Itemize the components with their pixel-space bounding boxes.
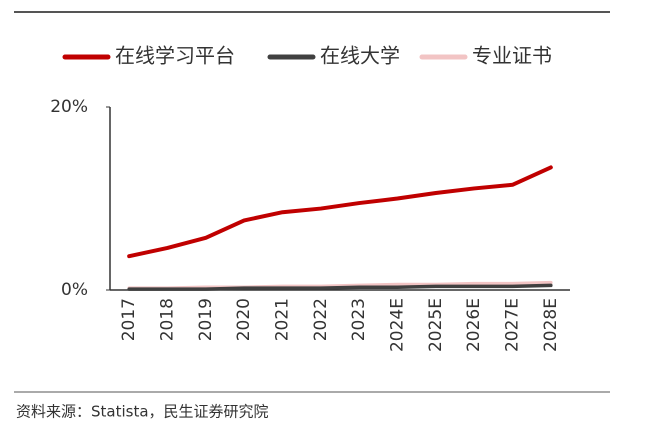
- y-tick-label: 0%: [61, 280, 88, 300]
- x-tick-label: 2022: [311, 298, 331, 341]
- x-tick-label: 2028E: [541, 298, 561, 352]
- series-line: [127, 165, 553, 259]
- x-tick-label: 2020: [234, 298, 254, 341]
- series-line: [127, 283, 553, 291]
- legend-label: 在线大学: [320, 44, 400, 68]
- x-tick-label: 2024E: [388, 298, 408, 352]
- x-tick-label: 2017: [119, 298, 139, 341]
- x-tick-label: 2018: [158, 298, 178, 341]
- x-tick-label: 2025E: [426, 298, 446, 352]
- x-tick-label: 2021: [273, 298, 293, 341]
- x-tick-label: 2027E: [503, 298, 523, 352]
- y-tick-label: 20%: [50, 97, 88, 117]
- x-tick-label: 2019: [196, 298, 216, 341]
- legend-label: 在线学习平台: [115, 44, 235, 68]
- x-tick-label: 2026E: [464, 298, 484, 352]
- legend-label: 专业证书: [472, 44, 552, 68]
- source: 资料来源：Statista，民生证券研究院: [16, 403, 269, 421]
- x-tick-label: 2023: [349, 298, 369, 341]
